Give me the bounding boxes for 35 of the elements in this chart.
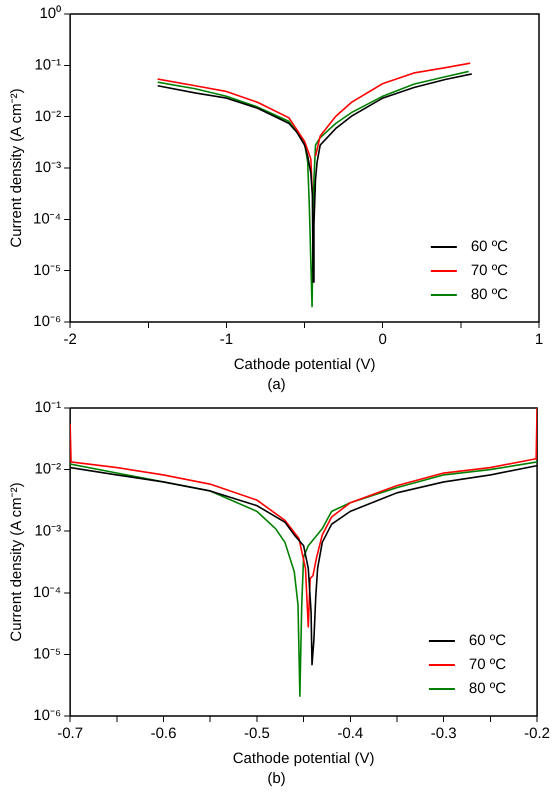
y-tick-label: 10⁻⁵ bbox=[33, 646, 62, 663]
y-tick-label: 10⁻² bbox=[34, 460, 62, 478]
legend-label: 80 ºC bbox=[470, 286, 508, 304]
x-tick-label: 0 bbox=[378, 331, 387, 348]
x-axis-title: Cathode potential (V) bbox=[234, 356, 376, 374]
y-axis-title: Current density (A cm⁻²) bbox=[8, 482, 26, 642]
x-tick-label: -0.4 bbox=[337, 725, 364, 742]
text: (a) bbox=[266, 376, 287, 394]
y-tick-label: 10⁰ bbox=[39, 5, 62, 22]
y-tick-label: 10⁻¹ bbox=[34, 399, 62, 416]
legend-label: 70 ºC bbox=[468, 656, 506, 674]
y-tick-label: 10⁻³ bbox=[34, 522, 62, 540]
x-tick-label: -0.6 bbox=[150, 725, 176, 742]
y-tick-label: 10⁻⁴ bbox=[32, 584, 62, 601]
y-tick-label: 10⁻⁶ bbox=[33, 707, 62, 724]
x-tick-label: -0.2 bbox=[524, 725, 550, 742]
y-tick-label: 10⁻² bbox=[34, 108, 62, 125]
x-tick-label: -1 bbox=[220, 331, 234, 348]
x-axis-title: Cathode potential (V) bbox=[232, 750, 374, 768]
y-tick-label: 10⁻⁵ bbox=[33, 262, 62, 279]
legend-label: 60 ºC bbox=[470, 238, 508, 256]
y-tick-label: 10⁻⁶ bbox=[33, 313, 62, 330]
x-tick-label: -2 bbox=[63, 331, 77, 348]
y-tick-label: 10⁻⁴ bbox=[32, 210, 62, 228]
y-tick-label: 10⁻³ bbox=[34, 159, 62, 176]
text: (b) bbox=[266, 770, 287, 788]
legend-label: 70 ºC bbox=[470, 262, 508, 280]
x-tick-label: -0.5 bbox=[244, 725, 270, 742]
y-axis-title: Current density (A cm⁻²) bbox=[8, 88, 26, 248]
x-tick-label: -0.3 bbox=[430, 725, 457, 742]
y-tick-label: 10⁻¹ bbox=[34, 56, 62, 74]
legend-label: 60 ºC bbox=[468, 632, 506, 650]
legend-label: 80 ºC bbox=[468, 680, 506, 698]
x-tick-label: 1 bbox=[534, 331, 544, 348]
x-tick-label: -0.7 bbox=[57, 725, 84, 742]
